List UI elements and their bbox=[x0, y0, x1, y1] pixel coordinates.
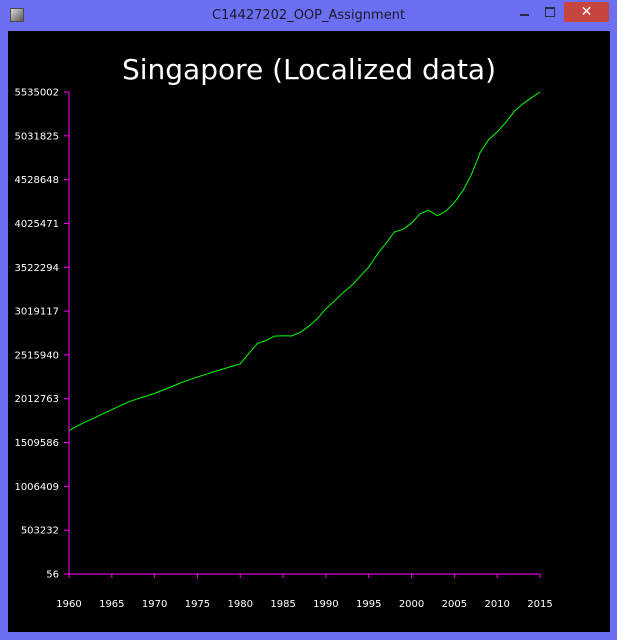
x-tick-label: 1970 bbox=[142, 599, 167, 610]
y-tick-label: 3019117 bbox=[14, 307, 59, 318]
x-tick-label: 1960 bbox=[56, 599, 81, 610]
maximize-button[interactable] bbox=[544, 2, 558, 22]
app-icon[interactable] bbox=[10, 8, 24, 22]
y-tick-label: 56 bbox=[46, 570, 59, 581]
window-title: C14427202_OOP_Assignment bbox=[211, 8, 406, 23]
x-tick-label: 1985 bbox=[270, 599, 295, 610]
y-tick-label: 2012763 bbox=[14, 394, 59, 405]
series-line bbox=[68, 91, 541, 432]
y-tick-label: 5535002 bbox=[14, 88, 59, 99]
title-bar[interactable]: C14427202_OOP_Assignment ✕ bbox=[0, 0, 617, 30]
y-tick-label: 5031825 bbox=[14, 131, 59, 142]
y-tick-label: 3522294 bbox=[14, 263, 59, 274]
x-tick-label: 1975 bbox=[185, 599, 210, 610]
x-tick-label: 1980 bbox=[228, 599, 253, 610]
y-tick-label: 4025471 bbox=[14, 219, 59, 230]
x-tick-label: 2010 bbox=[484, 599, 509, 610]
x-tick-label: 1990 bbox=[313, 599, 338, 610]
chart-title: Singapore (Localized data) bbox=[121, 53, 497, 86]
line-chart: 56 503232 1006409 1509586 2012763 2515940 3019… bbox=[14, 88, 552, 611]
y-tick-label: 2515940 bbox=[14, 350, 59, 361]
x-tick-label: 2005 bbox=[442, 599, 467, 610]
x-tick-label: 1995 bbox=[356, 599, 381, 610]
chart-canvas: Singapore (Localized data) 56 503232 10064… bbox=[8, 31, 610, 632]
x-tick-label: 2015 bbox=[527, 599, 552, 610]
x-tick-label: 1965 bbox=[99, 599, 124, 610]
x-tick-label: 2000 bbox=[399, 599, 424, 610]
y-tick-label: 1006409 bbox=[14, 482, 59, 493]
y-tick-label: 503232 bbox=[21, 526, 59, 537]
minimize-button[interactable] bbox=[518, 2, 532, 22]
y-tick-label: 1509586 bbox=[14, 438, 59, 449]
y-tick-label: 4528648 bbox=[14, 175, 59, 186]
close-button[interactable]: ✕ bbox=[564, 2, 609, 22]
